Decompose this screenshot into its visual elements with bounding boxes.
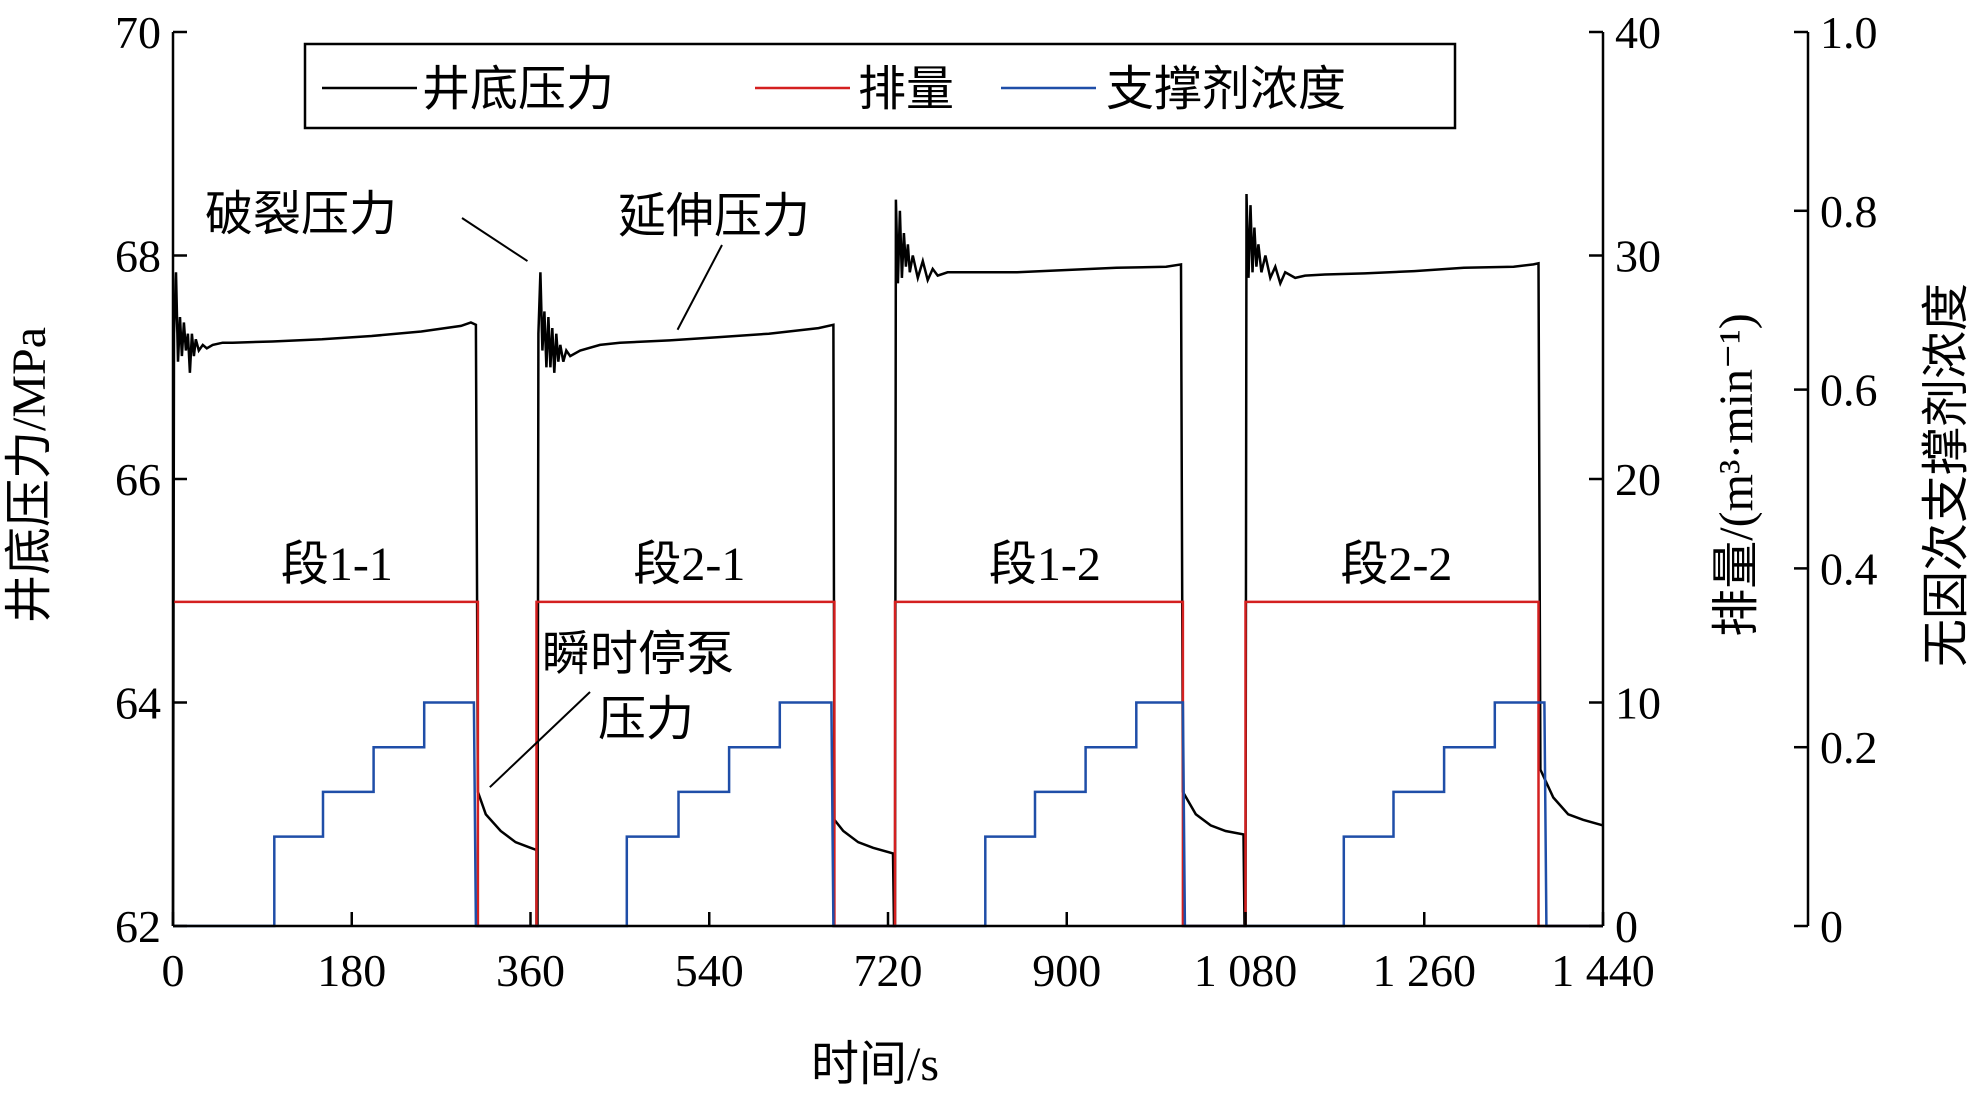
x-tick-label-5: 900 <box>1032 945 1101 996</box>
x-tick-label-3: 540 <box>675 945 744 996</box>
stage-label-1: 段2-1 <box>633 538 745 591</box>
legend-label-proppant: 支撑剂浓度 <box>1106 63 1346 116</box>
annotation-extension-pressure: 延伸压力 <box>618 190 810 243</box>
leader-breakdown-pressure <box>461 217 529 262</box>
y-right2-tick-label-1: 0.2 <box>1820 722 1878 773</box>
x-tick-label-6: 1 080 <box>1194 945 1298 996</box>
annotation-breakdown-pressure: 破裂压力 <box>205 188 397 241</box>
y-axis-left-title: 井底压力/MPa <box>3 327 56 623</box>
y-right1-tick-label-0: 0 <box>1615 901 1638 952</box>
y-axis-right1-title: 排量/(m³·min⁻¹) <box>1710 313 1763 636</box>
y-left-tick-label-2: 66 <box>115 454 161 505</box>
legend-label-pressure: 井底压力 <box>422 63 614 116</box>
x-tick-label-0: 0 <box>162 945 185 996</box>
leader-extension-pressure <box>676 244 723 331</box>
stage-label-2: 段1-2 <box>989 538 1101 591</box>
annotation-isip-line2: 压力 <box>598 693 694 746</box>
y-left-tick-label-4: 70 <box>115 7 161 58</box>
y-right2-tick-label-4: 0.8 <box>1820 186 1878 237</box>
y-left-tick-label-0: 62 <box>115 901 161 952</box>
y-right1-tick-label-1: 10 <box>1615 678 1661 729</box>
legend: 井底压力 排量 支撑剂浓度 <box>303 42 1457 130</box>
series-line-0 <box>171 193 1604 928</box>
y-right1-tick-label-4: 40 <box>1615 7 1661 58</box>
y-right2-tick-label-3: 0.6 <box>1820 365 1878 416</box>
y-right2-tick-label-0: 0 <box>1820 901 1843 952</box>
leader-isip <box>489 691 591 788</box>
y-axis-right2-title: 无因次支撑剂浓度 <box>1920 283 1973 667</box>
legend-label-flow: 排量 <box>858 63 954 116</box>
y-right1-tick-label-3: 30 <box>1615 231 1661 282</box>
annotation-isip-line1: 瞬时停泵 <box>542 628 734 681</box>
y-right2-tick-label-2: 0.4 <box>1820 543 1878 594</box>
x-tick-label-1: 180 <box>317 945 386 996</box>
stage-label-3: 段2-2 <box>1340 538 1452 591</box>
y-left-tick-label-3: 68 <box>115 231 161 282</box>
axes-layer: 0 180 360 540 720 900 1 080 1 260 1 440 62 64 66 68 7… <box>115 7 1878 996</box>
x-tick-label-8: 1 440 <box>1551 945 1655 996</box>
x-tick-label-7: 1 260 <box>1373 945 1477 996</box>
x-tick-label-2: 360 <box>496 945 565 996</box>
x-tick-label-4: 720 <box>854 945 923 996</box>
y-right1-tick-label-2: 20 <box>1615 454 1661 505</box>
y-left-tick-label-1: 64 <box>115 678 161 729</box>
y-right2-tick-label-5: 1.0 <box>1820 7 1878 58</box>
stage-label-0: 段1-1 <box>281 538 393 591</box>
x-axis-title: 时间/s <box>811 1038 939 1091</box>
legend-box <box>303 42 1457 130</box>
